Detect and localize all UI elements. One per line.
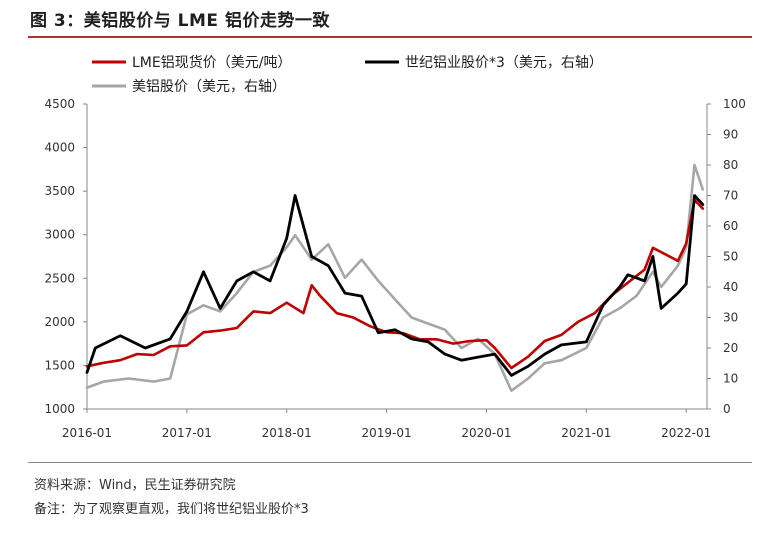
right-tick-label: 90: [723, 128, 738, 142]
figure-title: 图 3：美铝股价与 LME 铝价走势一致: [30, 11, 330, 31]
left-tick-label: 2000: [44, 315, 75, 329]
series-line-2: [85, 163, 705, 393]
right-tick-label: 60: [723, 219, 738, 233]
line-chart: 1000 1500 2000 2500 3000 3500 4000 4500 0 10 20 30 4…: [44, 54, 746, 440]
left-tick-label: 3500: [44, 184, 75, 198]
source-note: 资料来源：Wind，民生证券研究院: [34, 478, 236, 493]
series-line-0: [85, 198, 705, 370]
right-tick-label: 10: [723, 372, 738, 386]
right-tick-label: 80: [723, 158, 738, 172]
x-tick-label: 2016-01: [62, 426, 112, 440]
right-tick-label: 40: [723, 280, 738, 294]
left-tick-label: 3000: [44, 228, 75, 242]
legend-label-0: LME铝现货价（美元/吨）: [132, 54, 291, 71]
right-tick-label: 30: [723, 311, 738, 325]
right-tick-label: 20: [723, 341, 738, 355]
x-tick-label: 2021-01: [561, 426, 611, 440]
right-tick-label: 50: [723, 250, 738, 264]
x-tick-label: 2020-01: [461, 426, 511, 440]
x-tick-label: 2019-01: [362, 426, 412, 440]
series-line-1: [85, 194, 705, 377]
x-tick-label: 2022-01: [661, 426, 711, 440]
remark-note: 备注：为了观察更直观，我们将世纪铝业股价*3: [34, 502, 309, 517]
right-tick-label: 0: [723, 402, 731, 416]
legend-label-1: 世纪铝业股价*3（美元，右轴）: [405, 55, 603, 71]
right-tick-label: 70: [723, 189, 738, 203]
left-tick-label: 4500: [44, 97, 75, 111]
left-tick-label: 2500: [44, 271, 75, 285]
legend-label-2: 美铝股价（美元，右轴）: [132, 79, 286, 95]
left-tick-label: 4000: [44, 141, 75, 155]
left-tick-label: 1000: [44, 402, 75, 416]
x-tick-label: 2018-01: [262, 426, 312, 440]
right-tick-label: 100: [723, 97, 746, 111]
title-divider: [28, 36, 752, 38]
left-tick-label: 1500: [44, 358, 75, 372]
x-tick-label: 2017-01: [162, 426, 212, 440]
notes-divider: [28, 462, 752, 463]
